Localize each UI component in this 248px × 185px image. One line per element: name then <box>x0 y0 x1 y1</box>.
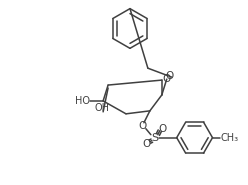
Text: CH₃: CH₃ <box>220 133 239 143</box>
Text: HO: HO <box>75 96 90 106</box>
Text: S: S <box>151 133 158 143</box>
Text: O: O <box>143 139 151 149</box>
Text: O: O <box>166 71 174 81</box>
Text: OH: OH <box>95 103 110 113</box>
Text: O: O <box>163 74 171 84</box>
Text: O: O <box>159 124 167 134</box>
Text: O: O <box>139 121 147 131</box>
